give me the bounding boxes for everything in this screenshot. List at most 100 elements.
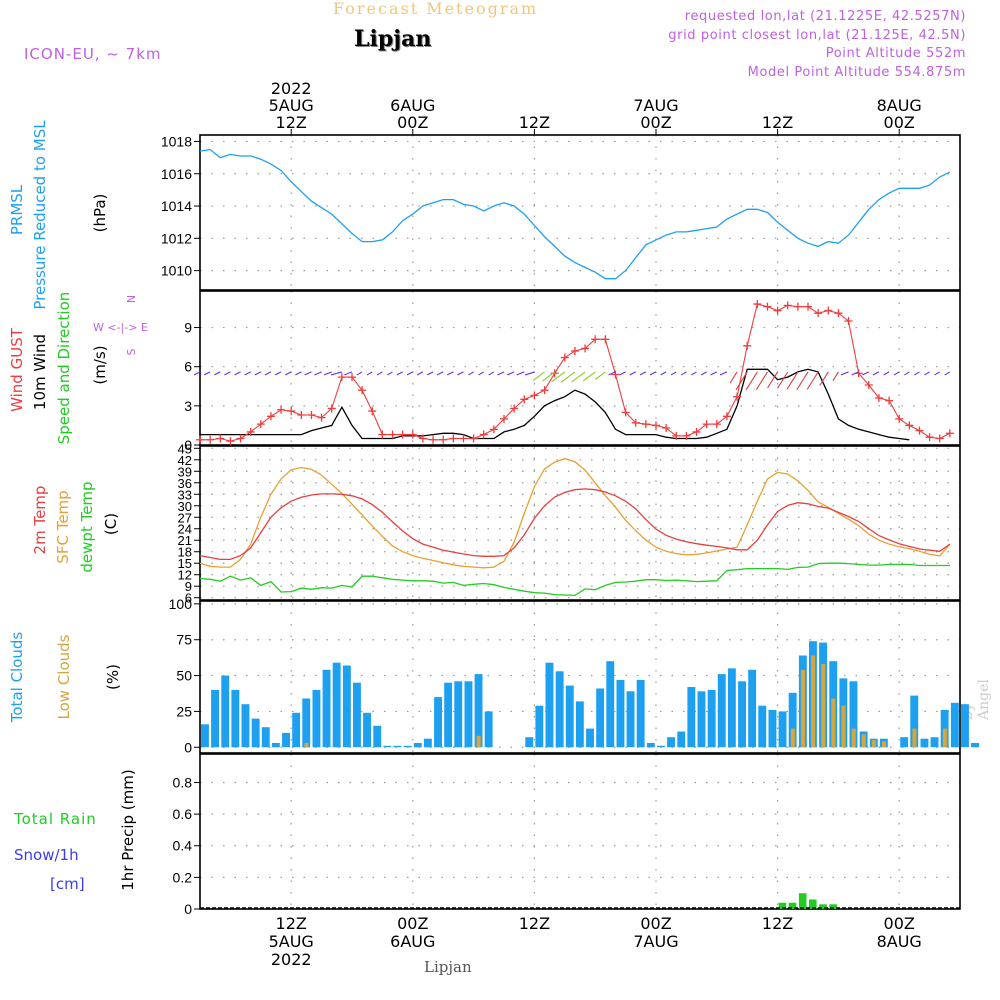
compass-s: S bbox=[125, 348, 138, 355]
total-cloud-bar bbox=[464, 681, 473, 748]
precip-ytick-label: 0.2 bbox=[173, 869, 193, 885]
wind-direction-arrow bbox=[904, 371, 910, 376]
total-cloud-bar bbox=[606, 661, 615, 748]
total-cloud-bar bbox=[586, 728, 594, 748]
top-time-label: 2022 bbox=[271, 79, 312, 98]
snow-unit-label: [cm] bbox=[50, 875, 85, 893]
point-altitude: Point Altitude 552m bbox=[825, 46, 966, 61]
total-cloud-bar bbox=[657, 745, 665, 748]
total-cloud-bar bbox=[312, 689, 321, 748]
wind-direction-arrow bbox=[214, 371, 221, 376]
gust-point bbox=[439, 435, 448, 444]
low-cloud-bar bbox=[871, 740, 876, 748]
low-cloud-bar bbox=[882, 741, 887, 748]
total-cloud-bar bbox=[201, 724, 209, 748]
total-cloud-bar bbox=[788, 692, 797, 748]
bottom-time-label: 00Z bbox=[884, 914, 915, 933]
wind-direction-arrow bbox=[366, 371, 373, 376]
wind-direction-arrow bbox=[376, 371, 383, 376]
wind-ytick-label: 0 bbox=[184, 437, 192, 453]
clouds-ytick-label: 0 bbox=[184, 739, 192, 755]
total-cloud-bar bbox=[616, 679, 625, 748]
temperature-ytick-label: 21 bbox=[178, 533, 192, 548]
total-cloud-bar bbox=[910, 695, 919, 748]
wind10m-line bbox=[200, 368, 910, 441]
wind-direction-arrow bbox=[285, 371, 292, 376]
wind-direction-arrow bbox=[274, 371, 282, 376]
total-cloud-bar bbox=[667, 737, 675, 748]
snow-label: Snow/1h bbox=[14, 846, 79, 864]
gust-point bbox=[641, 420, 650, 429]
gust-point bbox=[530, 391, 539, 400]
total-cloud-bar bbox=[575, 701, 584, 748]
precip-ytick-label: 0.4 bbox=[173, 838, 193, 854]
wind-direction-arrow bbox=[203, 371, 211, 376]
gust-point bbox=[216, 434, 225, 443]
total-cloud-bar bbox=[727, 668, 736, 748]
rain-bar bbox=[809, 899, 817, 909]
wind-direction-arrow bbox=[406, 371, 414, 376]
total-cloud-bar bbox=[626, 691, 635, 748]
gust-point bbox=[459, 434, 468, 443]
gust-point bbox=[337, 373, 346, 382]
model-label: ICON-EU, ~ 7km bbox=[24, 45, 162, 63]
bottom-time-label: 12Z bbox=[519, 914, 550, 933]
total-cloud-bar bbox=[677, 731, 686, 748]
wind-direction-arrow bbox=[507, 371, 515, 376]
wind-direction-arrow bbox=[619, 371, 626, 376]
gust-point bbox=[398, 430, 407, 439]
total-cloud-bar bbox=[373, 725, 382, 748]
gust-point bbox=[672, 431, 681, 440]
low-cloud-bar bbox=[811, 655, 816, 748]
gust-point bbox=[226, 437, 235, 446]
total-cloud-bar bbox=[707, 689, 716, 748]
ms-label: (m/s) bbox=[91, 345, 109, 384]
wind-direction-arrow bbox=[670, 371, 677, 376]
sfctemp-line bbox=[199, 457, 951, 569]
total-cloud-bar bbox=[434, 697, 442, 748]
gust-point bbox=[905, 421, 914, 430]
gust-point bbox=[449, 434, 458, 443]
total-cloud-bar bbox=[697, 691, 706, 748]
total-cloud-bar bbox=[900, 737, 909, 748]
gust-point bbox=[763, 302, 772, 311]
wind-direction-arrow bbox=[851, 371, 859, 376]
temperature-ytick-label: 6 bbox=[185, 591, 192, 606]
wind-direction-arrow bbox=[551, 371, 566, 383]
gust-point bbox=[915, 426, 924, 435]
gust-point bbox=[418, 434, 427, 443]
wind-direction-arrow bbox=[913, 371, 920, 376]
wind-direction-arrow bbox=[524, 371, 535, 376]
gust-point bbox=[520, 395, 529, 404]
low-cloud-bar bbox=[912, 728, 917, 748]
pressure-ytick-label: 1014 bbox=[161, 198, 192, 214]
pressure-line bbox=[199, 148, 951, 280]
temperature-ytick-label: 30 bbox=[178, 499, 192, 514]
total-cloud-bar bbox=[545, 662, 554, 748]
total-cloud-bar bbox=[292, 712, 301, 748]
wind-direction-arrow bbox=[478, 371, 485, 376]
gust-point bbox=[793, 302, 802, 311]
gust-point bbox=[692, 427, 701, 436]
top-time-label: 12Z bbox=[762, 113, 793, 132]
total-cloud-bar bbox=[738, 681, 746, 748]
wind-direction-arrow bbox=[542, 371, 555, 382]
total-cloud-bar bbox=[484, 711, 493, 748]
wind-direction-arrow bbox=[729, 371, 738, 384]
wind-direction-arrow bbox=[735, 371, 748, 391]
total-cloud-bar bbox=[646, 743, 655, 748]
wind-direction-arrow bbox=[426, 371, 434, 376]
wind-direction-arrow bbox=[571, 371, 586, 383]
total-cloud-bar bbox=[849, 681, 858, 748]
total-cloud-bar bbox=[444, 682, 453, 748]
low-cloud-bar bbox=[304, 743, 309, 748]
wind-direction-arrow bbox=[396, 371, 403, 376]
wind-direction-arrow bbox=[497, 371, 505, 376]
total-cloud-bar bbox=[393, 745, 402, 748]
wind-direction-arrow bbox=[719, 371, 728, 376]
wind-direction-arrow bbox=[595, 371, 606, 380]
gust-point bbox=[874, 394, 883, 403]
total-cloud-bar bbox=[758, 705, 767, 748]
total-cloud-bar bbox=[971, 743, 979, 748]
